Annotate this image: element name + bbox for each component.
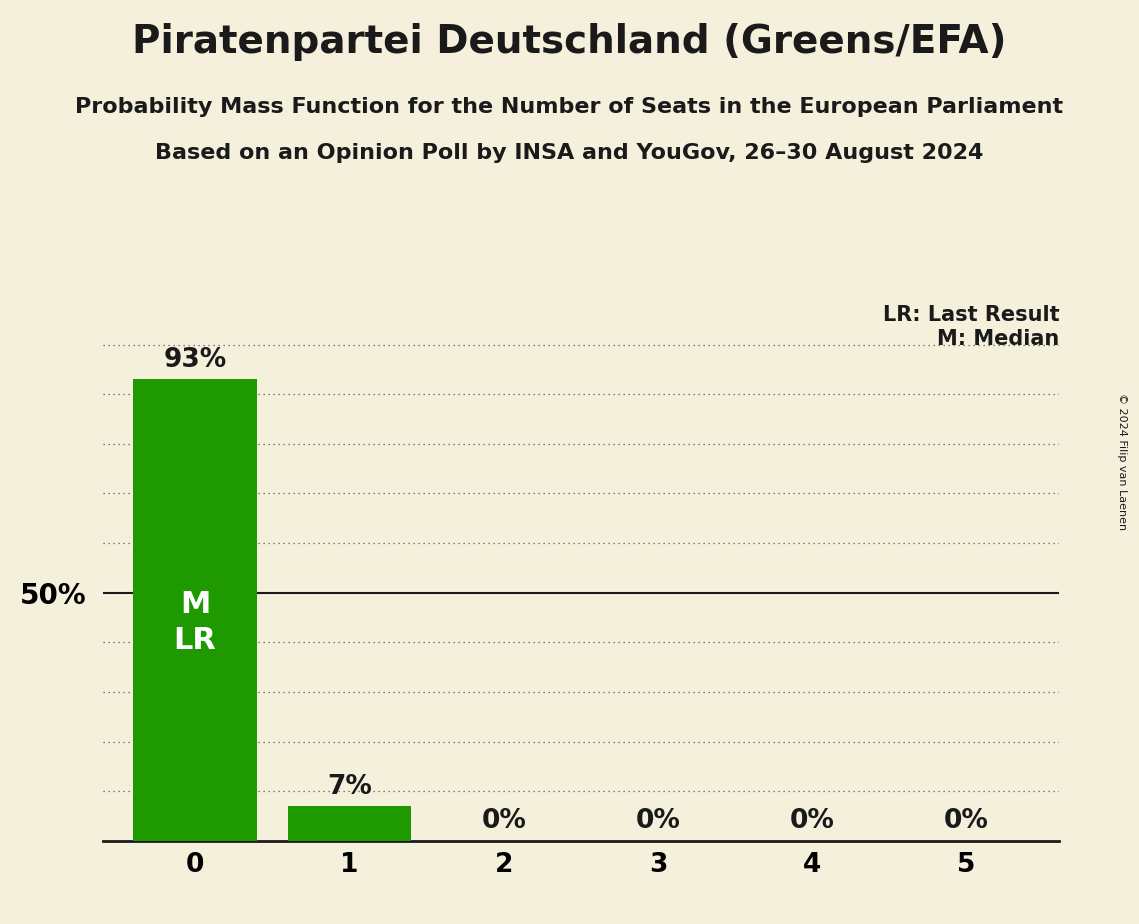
Bar: [133, 380, 256, 841]
Text: 0%: 0%: [482, 808, 526, 834]
Text: Probability Mass Function for the Number of Seats in the European Parliament: Probability Mass Function for the Number…: [75, 97, 1064, 117]
Text: Piratenpartei Deutschland (Greens/EFA): Piratenpartei Deutschland (Greens/EFA): [132, 23, 1007, 61]
Text: 93%: 93%: [164, 346, 227, 373]
Text: © 2024 Filip van Laenen: © 2024 Filip van Laenen: [1117, 394, 1126, 530]
Bar: [288, 806, 411, 841]
Text: 0%: 0%: [636, 808, 680, 834]
Text: Based on an Opinion Poll by INSA and YouGov, 26–30 August 2024: Based on an Opinion Poll by INSA and You…: [155, 143, 984, 164]
Text: 0%: 0%: [790, 808, 835, 834]
Text: M
LR: M LR: [173, 590, 216, 655]
Text: 7%: 7%: [327, 773, 371, 799]
Text: LR: Last Result: LR: Last Result: [883, 305, 1059, 325]
Text: M: Median: M: Median: [937, 329, 1059, 349]
Text: 0%: 0%: [944, 808, 989, 834]
